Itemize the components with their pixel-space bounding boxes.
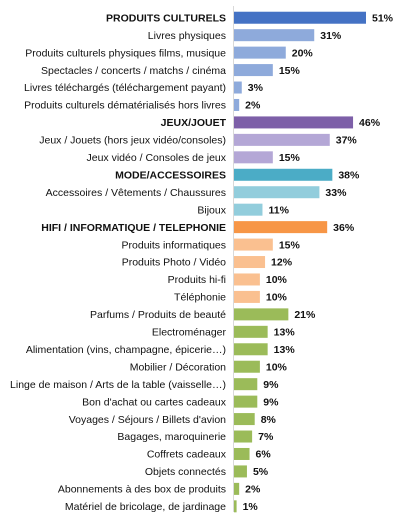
value-label: 37% (336, 135, 358, 147)
value-label: 9% (263, 379, 279, 391)
value-label: 15% (279, 65, 301, 77)
bar (234, 378, 258, 391)
category-label: Linge de maison / Arts de la table (vais… (10, 379, 226, 391)
category-label: Jeux vidéo / Consoles de jeux (87, 152, 227, 164)
bar (234, 308, 289, 321)
value-label: 21% (294, 309, 316, 321)
value-label: 33% (325, 187, 347, 199)
bar (234, 465, 247, 478)
category-label: Accessoires / Vêtements / Chaussures (46, 187, 226, 199)
bar (234, 482, 240, 495)
category-label: Livres physiques (148, 30, 226, 42)
category-label: Electroménager (152, 327, 227, 339)
bar (234, 500, 237, 513)
category-label: Produits culturels physiques films, musi… (25, 47, 226, 59)
bar (234, 81, 242, 94)
value-label: 2% (245, 484, 261, 496)
bar (234, 168, 333, 181)
bar (234, 46, 286, 59)
value-label: 20% (292, 47, 314, 59)
value-label: 12% (271, 257, 293, 269)
bar (234, 64, 273, 77)
category-label: Objets connectés (145, 466, 226, 478)
value-label: 10% (266, 361, 288, 373)
bar (234, 11, 366, 24)
value-label: 6% (256, 449, 272, 461)
value-label: 3% (248, 82, 264, 94)
category-label: Mobilier / Décoration (130, 361, 226, 373)
bar (234, 133, 330, 146)
value-label: 15% (279, 152, 301, 164)
value-label: 13% (274, 344, 296, 356)
bar (234, 151, 273, 164)
bar (234, 343, 268, 356)
bar (234, 29, 315, 42)
bar (234, 360, 260, 373)
category-label: HIFI / INFORMATIQUE / TELEPHONIE (41, 222, 226, 234)
bar (234, 413, 255, 426)
value-label: 36% (333, 222, 355, 234)
chart-marks: PRODUITS CULTURELS 51% Livres physiques 31%… (10, 11, 394, 513)
value-label: 8% (261, 414, 277, 426)
bar (234, 273, 260, 286)
bar (234, 325, 268, 338)
value-label: 9% (263, 396, 279, 408)
category-label: Matériel de bricolage, de jardinage (65, 501, 226, 513)
category-label: Voyages / Séjours / Billets d'avion (69, 414, 226, 426)
category-label: Bon d'achat ou cartes cadeaux (82, 396, 227, 408)
category-label: Téléphonie (174, 292, 226, 304)
category-label: Spectacles / concerts / matchs / cinéma (41, 65, 226, 77)
category-label: Abonnements à des box de produits (58, 484, 226, 496)
category-label: Produits Photo / Vidéo (122, 257, 226, 269)
value-label: 1% (243, 501, 259, 513)
bar (234, 447, 250, 460)
bar (234, 98, 240, 111)
value-label: 15% (279, 239, 301, 251)
bar (234, 186, 320, 199)
category-label: Jeux / Jouets (hors jeux vidéo/consoles) (39, 135, 226, 147)
bar (234, 395, 258, 408)
value-label: 46% (359, 117, 381, 129)
category-label: Produits culturels dématérialisés hors l… (24, 100, 226, 112)
value-label: 10% (266, 274, 288, 286)
value-label: 11% (268, 204, 289, 216)
bar (234, 256, 266, 269)
category-label: Livres téléchargés (téléchargement payan… (24, 82, 226, 94)
value-label: 5% (253, 466, 269, 478)
category-label: Bagages, maroquinerie (117, 431, 226, 443)
bar (234, 290, 260, 303)
bar (234, 430, 253, 443)
category-label: Produits informatiques (122, 239, 226, 251)
value-label: 38% (338, 169, 360, 181)
value-label: 2% (245, 100, 261, 112)
category-label: PRODUITS CULTURELS (106, 12, 226, 24)
category-label: Coffrets cadeaux (147, 449, 227, 461)
bar (234, 238, 273, 251)
value-label: 7% (258, 431, 274, 443)
category-label: MODE/ACCESSOIRES (115, 169, 226, 181)
bar (234, 116, 354, 129)
bar (234, 203, 263, 216)
category-label: Parfums / Produits de beauté (90, 309, 226, 321)
value-label: 31% (320, 30, 342, 42)
category-label: Bijoux (197, 204, 226, 216)
category-label: JEUX/JOUET (161, 117, 227, 129)
value-label: 51% (372, 12, 394, 24)
bar (234, 221, 328, 234)
category-label: Produits hi-fi (168, 274, 226, 286)
value-label: 10% (266, 292, 288, 304)
category-label: Alimentation (vins, champagne, épicerie…… (26, 344, 226, 356)
value-label: 13% (274, 327, 296, 339)
